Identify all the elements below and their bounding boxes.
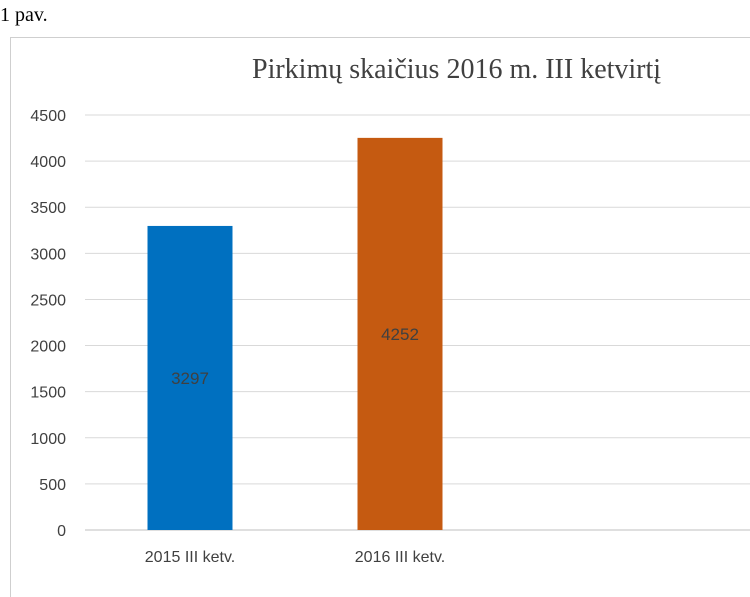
y-tick-label: 3000 (30, 246, 66, 263)
data-labels: 3297 4252 (171, 325, 419, 388)
y-tick-label: 500 (39, 477, 66, 494)
y-tick-label: 2500 (30, 292, 66, 309)
chart-frame (10, 37, 750, 597)
y-tick-label: 1000 (30, 431, 66, 448)
bar-chart: 0 500 1000 1500 2000 2500 3000 3500 4000 4500 329… (30, 108, 750, 566)
x-category-label: 2016 III ketv. (355, 549, 445, 566)
y-tick-label: 2000 (30, 339, 66, 356)
y-tick-label: 0 (57, 523, 66, 540)
bar-data-label: 3297 (171, 369, 209, 388)
bar-data-label: 4252 (381, 325, 419, 344)
x-category-label: 2015 III ketv. (145, 549, 235, 566)
bars (147, 137, 443, 531)
y-tick-label: 4000 (30, 154, 66, 171)
bar (357, 137, 443, 531)
y-axis-ticks: 0 500 1000 1500 2000 2500 3000 3500 4000 4500 (30, 108, 66, 540)
chart-title: Pirkimų skaičius 2016 m. III ketvirtį (252, 54, 662, 85)
bar (147, 225, 233, 530)
x-axis-labels: 2015 III ketv. 2016 III ketv. (145, 549, 445, 566)
y-tick-label: 3500 (30, 200, 66, 217)
y-tick-label: 1500 (30, 385, 66, 402)
y-tick-label: 4500 (30, 108, 66, 125)
figure-caption: 1 pav. (0, 4, 48, 26)
